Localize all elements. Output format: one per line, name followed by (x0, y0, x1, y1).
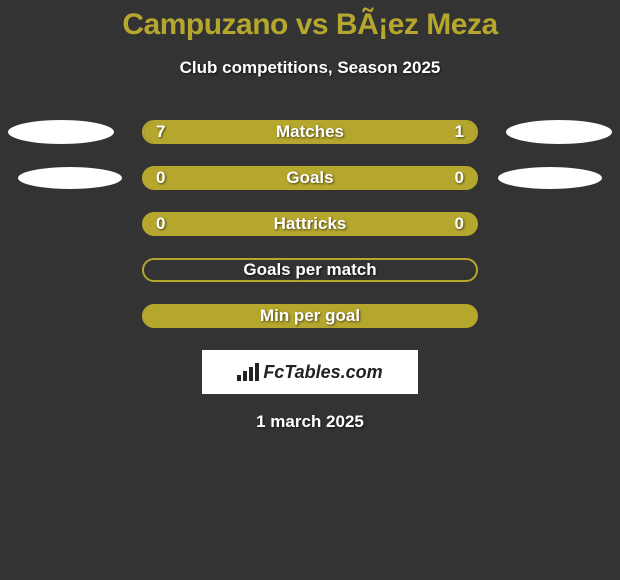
stat-row-hattricks: 0 Hattricks 0 (0, 212, 620, 236)
min-per-goal-label: Min per goal (260, 306, 360, 326)
logo-label: FcTables.com (263, 362, 382, 383)
player-right-marker (506, 120, 612, 144)
bar-goals: 0 Goals 0 (142, 166, 478, 190)
chart-icon (237, 363, 259, 381)
hattricks-label: Hattricks (274, 214, 347, 234)
hattricks-right-value: 0 (455, 214, 464, 234)
matches-right-value: 1 (455, 122, 464, 142)
matches-label: Matches (276, 122, 344, 142)
logo: FcTables.com (237, 362, 382, 383)
bar-right-fill (410, 122, 476, 142)
stat-row-min-per-goal: Min per goal (0, 304, 620, 328)
player-left-marker (18, 167, 122, 189)
goals-left-value: 0 (156, 168, 165, 188)
page-title: Campuzano vs BÃ¡ez Meza (0, 8, 620, 42)
date-label: 1 march 2025 (0, 412, 620, 432)
goals-right-value: 0 (455, 168, 464, 188)
bar-hattricks: 0 Hattricks 0 (142, 212, 478, 236)
stats-area: 7 Matches 1 0 Goals 0 0 Hattricks 0 (0, 120, 620, 328)
stat-row-goals: 0 Goals 0 (0, 166, 620, 190)
comparison-container: Campuzano vs BÃ¡ez Meza Club competition… (0, 0, 620, 432)
stat-row-matches: 7 Matches 1 (0, 120, 620, 144)
bar-goals-per-match: Goals per match (142, 258, 478, 282)
player-right-marker (498, 167, 602, 189)
subtitle: Club competitions, Season 2025 (0, 58, 620, 78)
bar-min-per-goal: Min per goal (142, 304, 478, 328)
goals-per-match-label: Goals per match (243, 260, 376, 280)
logo-box: FcTables.com (202, 350, 418, 394)
matches-left-value: 7 (156, 122, 165, 142)
player-left-marker (8, 120, 114, 144)
stat-row-goals-per-match: Goals per match (0, 258, 620, 282)
bar-matches: 7 Matches 1 (142, 120, 478, 144)
hattricks-left-value: 0 (156, 214, 165, 234)
goals-label: Goals (286, 168, 333, 188)
